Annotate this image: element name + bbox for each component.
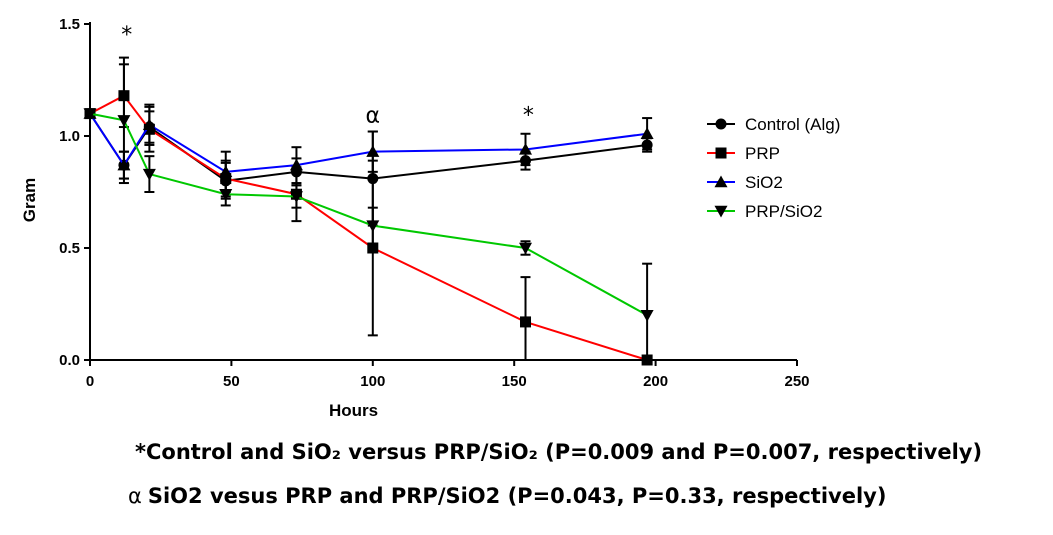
data-point xyxy=(520,316,532,328)
chart-legend: Control (Alg) PRP SiO2 PRP/SiO2 xyxy=(707,115,840,221)
data-point xyxy=(142,118,156,130)
series-line xyxy=(89,113,648,173)
legend-label: Control (Alg) xyxy=(745,115,840,134)
legend-marker xyxy=(715,147,727,159)
legend-entry: Control (Alg) xyxy=(707,115,840,134)
legend-marker xyxy=(714,175,728,188)
series-line xyxy=(89,112,648,317)
legend-label: SiO2 xyxy=(745,173,783,192)
y-tick-label: 1.0 xyxy=(59,128,80,145)
x-tick-label: 200 xyxy=(643,373,668,390)
legend-entry: SiO2 xyxy=(707,173,783,192)
x-tick-label: 100 xyxy=(360,373,385,390)
series-prp-sio2 xyxy=(83,56,654,361)
significance-marker: α xyxy=(366,104,381,129)
series-line xyxy=(89,94,648,361)
data-point xyxy=(366,220,380,233)
y-tick-label: 0.5 xyxy=(59,240,80,257)
chart-axes: 0 50 100 150 200 250 0.0 0.5 1.0 1.5 Hours Gram xyxy=(20,16,810,420)
data-point xyxy=(83,108,97,121)
data-point xyxy=(219,189,233,201)
legend-label: PRP xyxy=(745,144,780,163)
y-tick-label: 1.5 xyxy=(59,16,80,33)
data-point xyxy=(289,158,303,171)
legend-entry: PRP/SiO2 xyxy=(707,202,822,221)
data-point xyxy=(219,165,233,178)
data-point xyxy=(367,242,379,254)
x-axis-title: Hours xyxy=(329,401,378,420)
x-tick-label: 150 xyxy=(502,373,527,390)
chart-annotations: * α * xyxy=(121,23,534,129)
data-point xyxy=(519,242,533,255)
legend-marker xyxy=(714,205,728,218)
footnote-alpha-symbol: α xyxy=(128,484,142,508)
x-tick-label: 50 xyxy=(223,373,240,390)
footnote-alpha-text: SiO2 vesus PRP and PRP/SiO2 (P=0.043, P=… xyxy=(147,484,887,508)
data-point xyxy=(640,127,654,139)
data-point xyxy=(366,145,380,157)
data-point xyxy=(117,115,131,127)
data-point xyxy=(142,168,156,181)
data-point xyxy=(289,191,303,203)
footnote-significance-star: *Control and SiO₂ versus PRP/SiO₂ (P=0.0… xyxy=(135,440,982,464)
footnote-significance-alpha: α SiO2 vesus PRP and PRP/SiO2 (P=0.043, P… xyxy=(128,484,886,508)
chart-series xyxy=(83,56,654,366)
y-tick-label: 0.0 xyxy=(59,352,80,369)
legend-entry: PRP xyxy=(707,144,780,163)
legend-label: PRP/SiO2 xyxy=(745,202,822,221)
x-tick-label: 250 xyxy=(784,373,809,390)
y-axis-title: Gram xyxy=(20,178,39,222)
footnote-star-text: *Control and SiO₂ versus PRP/SiO₂ (P=0.0… xyxy=(135,440,983,464)
x-tick-label: 0 xyxy=(86,373,94,390)
data-point xyxy=(640,310,654,322)
significance-marker: * xyxy=(121,23,132,48)
significance-marker: * xyxy=(523,104,534,129)
legend-marker xyxy=(715,118,727,130)
data-point xyxy=(519,142,533,155)
